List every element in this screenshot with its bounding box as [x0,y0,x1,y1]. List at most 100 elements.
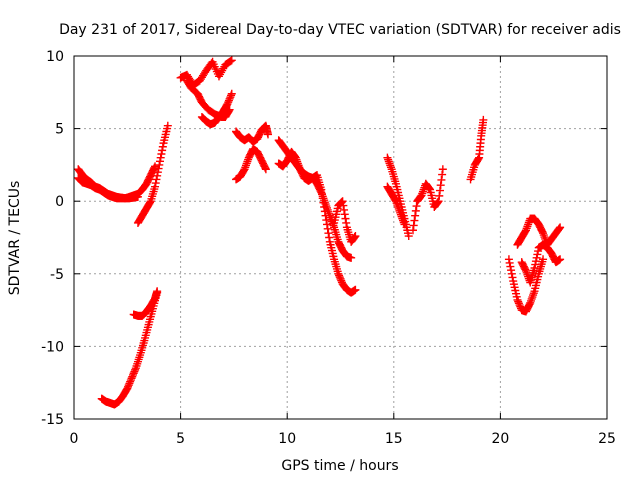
data-point [410,216,419,225]
data-point [292,155,301,164]
data-point [342,218,351,227]
plot-frame [73,55,608,420]
data-point [393,201,402,210]
series-arc-5c [330,197,360,246]
data-point [158,142,167,151]
data-point [291,153,300,162]
data-point [556,223,565,232]
data-point [479,115,488,124]
data-point [156,153,165,162]
data-point [350,233,359,242]
data-point [224,98,233,107]
data-point [514,297,523,306]
axis-ticks: 0 5 10 15 20 25 10 5 0 -5 -10 -15 [41,49,616,447]
data-point [540,233,549,242]
data-point [335,273,344,282]
data-point [531,260,540,269]
data-point [261,163,270,172]
data-point [437,175,446,184]
data-point [325,209,334,218]
data-point [294,161,303,170]
data-point [226,93,235,102]
data-point [532,253,541,262]
data-point [340,210,349,219]
data-point [525,300,534,309]
data-point [264,130,273,139]
data-point [384,157,393,166]
data-point [394,204,403,213]
data-point [417,191,426,200]
data-point [438,165,447,174]
data-point [554,225,563,234]
data-point [386,163,395,172]
data-point [385,159,394,168]
data-point [526,298,535,307]
data-point [153,171,162,180]
data-point [131,365,140,374]
data-point [435,191,444,200]
data-point [325,233,334,242]
data-point [337,276,346,285]
data-point [508,273,517,282]
series-arc-3c [197,89,236,129]
data-point [227,89,236,98]
series-arc-4a [232,121,273,146]
data-point [528,293,537,302]
data-point [539,255,548,264]
x-axis-label: GPS time / hours [281,458,398,474]
series-arc-8c [517,240,565,287]
data-point [515,301,524,310]
data-point [527,294,536,303]
data-point [351,285,360,294]
y-axis-label: SDTVAR / TECUs [7,181,23,296]
data-point [320,207,329,216]
data-point [295,163,304,172]
data-point [392,199,401,208]
data-point [150,163,159,172]
data-point [399,218,408,227]
series-arc-7 [466,115,488,184]
data-point [155,160,164,169]
data-point [293,159,302,168]
data-point [523,222,532,231]
data-point [436,181,445,190]
data-point [126,376,135,385]
y-tick-label: 0 [55,194,64,210]
data-point [412,202,421,211]
data-point [163,121,172,130]
data-point [227,56,236,65]
data-point [323,224,332,233]
data-point [397,212,406,221]
data-point [539,231,548,240]
x-tick-label: 0 [70,431,79,447]
data-point [341,214,350,223]
data-point [318,189,327,198]
data-point [244,155,253,164]
data-point [531,257,540,266]
data-point [521,226,530,235]
y-tick-label: -10 [41,339,64,355]
data-point [151,179,160,188]
data-point [418,189,427,198]
y-tick-label: 10 [46,49,64,65]
data-point [411,206,420,215]
series-arc-8a [504,255,548,316]
data-point [383,153,392,162]
data-point [242,159,251,168]
series-arc-2b [129,287,162,320]
data-point [146,198,155,207]
data-point [154,164,163,173]
data-point [399,216,408,225]
data-point [530,263,539,272]
data-point [153,168,162,177]
data-point [394,203,403,212]
data-point [320,203,329,212]
data-point [240,165,249,174]
data-point [555,224,564,233]
data-point [261,165,270,174]
x-tick-label: 10 [278,431,296,447]
data-point [433,198,442,207]
data-point [318,194,327,203]
data-point [521,265,530,274]
data-point [538,227,547,236]
